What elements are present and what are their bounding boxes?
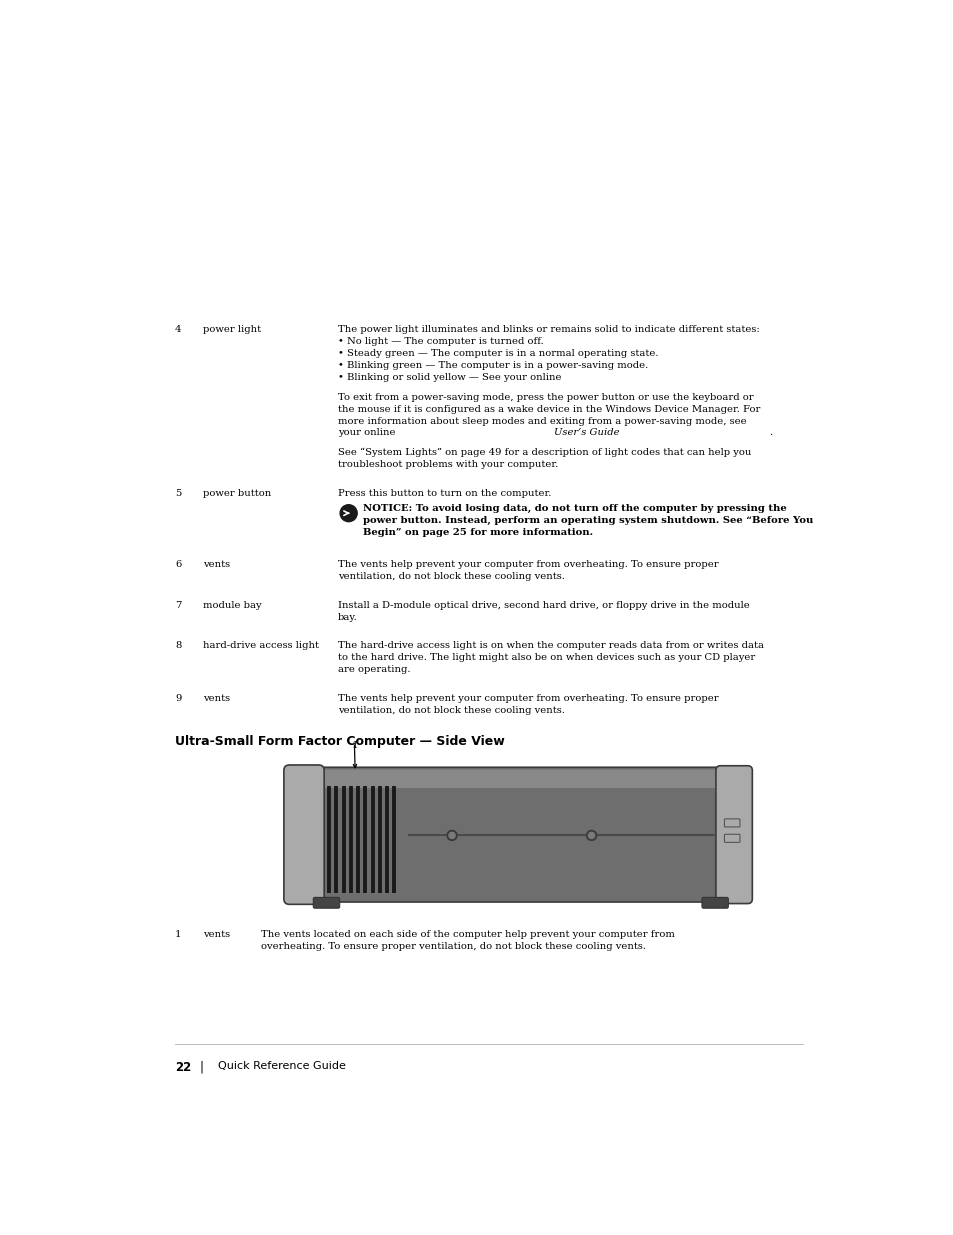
Text: are operating.: are operating. [337,666,410,674]
Text: 22: 22 [174,1061,192,1073]
Text: The hard-drive access light is on when the computer reads data from or writes da: The hard-drive access light is on when t… [337,641,763,651]
Text: .: . [769,429,772,437]
Text: The vents help prevent your computer from overheating. To ensure proper: The vents help prevent your computer fro… [337,559,718,569]
Text: more information about sleep modes and exiting from a power-saving mode, see: more information about sleep modes and e… [337,416,745,426]
Text: User’s Guide: User’s Guide [553,429,618,437]
Text: ventilation, do not block these cooling vents.: ventilation, do not block these cooling … [337,706,564,715]
Text: • No light — The computer is turned off.: • No light — The computer is turned off. [337,337,543,346]
Text: See “System Lights” on page 49 for a description of light codes that can help yo: See “System Lights” on page 49 for a des… [337,448,750,457]
Text: vents: vents [203,694,230,703]
Text: 9: 9 [174,694,181,703]
Text: to the hard drive. The light might also be on when devices such as your CD playe: to the hard drive. The light might also … [337,653,754,662]
Text: |: | [199,1061,204,1073]
Text: 1: 1 [351,741,357,750]
Text: • Blinking green — The computer is in a power-saving mode.: • Blinking green — The computer is in a … [337,361,647,370]
Text: The power light illuminates and blinks or remains solid to indicate different st: The power light illuminates and blinks o… [337,325,759,335]
Text: vents: vents [203,559,230,569]
FancyBboxPatch shape [723,819,740,827]
Text: The vents located on each side of the computer help prevent your computer from: The vents located on each side of the co… [261,930,674,939]
Circle shape [449,832,455,839]
FancyBboxPatch shape [284,764,324,904]
Text: Quick Reference Guide: Quick Reference Guide [217,1061,345,1071]
Text: troubleshoot problems with your computer.: troubleshoot problems with your computer… [337,461,558,469]
FancyBboxPatch shape [313,898,339,908]
Text: power button. Instead, perform an operating system shutdown. See “Before You: power button. Instead, perform an operat… [363,516,813,525]
FancyBboxPatch shape [715,766,752,904]
Text: The vents help prevent your computer from overheating. To ensure proper: The vents help prevent your computer fro… [337,694,718,703]
Circle shape [588,832,594,839]
Text: your online: your online [337,429,398,437]
Text: the mouse if it is configured as a wake device in the Windows Device Manager. Fo: the mouse if it is configured as a wake … [337,405,760,414]
Text: To exit from a power-saving mode, press the power button or use the keyboard or: To exit from a power-saving mode, press … [337,393,753,401]
Text: NOTICE: To avoid losing data, do not turn off the computer by pressing the: NOTICE: To avoid losing data, do not tur… [363,504,786,513]
Text: power light: power light [203,325,261,335]
Text: 4: 4 [174,325,181,335]
FancyBboxPatch shape [304,769,727,788]
Text: Press this button to turn on the computer.: Press this button to turn on the compute… [337,489,551,498]
FancyBboxPatch shape [723,835,740,842]
Text: • Steady green — The computer is in a normal operating state.: • Steady green — The computer is in a no… [337,350,658,358]
Text: overheating. To ensure proper ventilation, do not block these cooling vents.: overheating. To ensure proper ventilatio… [261,941,645,951]
Text: hard-drive access light: hard-drive access light [203,641,318,651]
Circle shape [340,505,356,521]
Text: 1: 1 [174,930,181,939]
Text: Install a D-module optical drive, second hard drive, or floppy drive in the modu: Install a D-module optical drive, second… [337,600,749,610]
Text: 5: 5 [174,489,181,498]
Circle shape [447,830,456,841]
Text: 7: 7 [174,600,181,610]
Text: bay.: bay. [337,613,357,621]
Text: • Blinking or solid yellow — See your online: • Blinking or solid yellow — See your on… [337,373,564,382]
FancyBboxPatch shape [301,767,730,902]
Text: module bay: module bay [203,600,261,610]
Text: vents: vents [203,930,230,939]
Text: power button: power button [203,489,271,498]
Text: 6: 6 [174,559,181,569]
FancyBboxPatch shape [701,898,727,908]
Circle shape [586,830,596,841]
Text: Begin” on page 25 for more information.: Begin” on page 25 for more information. [363,527,593,537]
Text: 8: 8 [174,641,181,651]
Text: ventilation, do not block these cooling vents.: ventilation, do not block these cooling … [337,572,564,580]
Text: Ultra-Small Form Factor Computer — Side View: Ultra-Small Form Factor Computer — Side … [174,735,504,748]
